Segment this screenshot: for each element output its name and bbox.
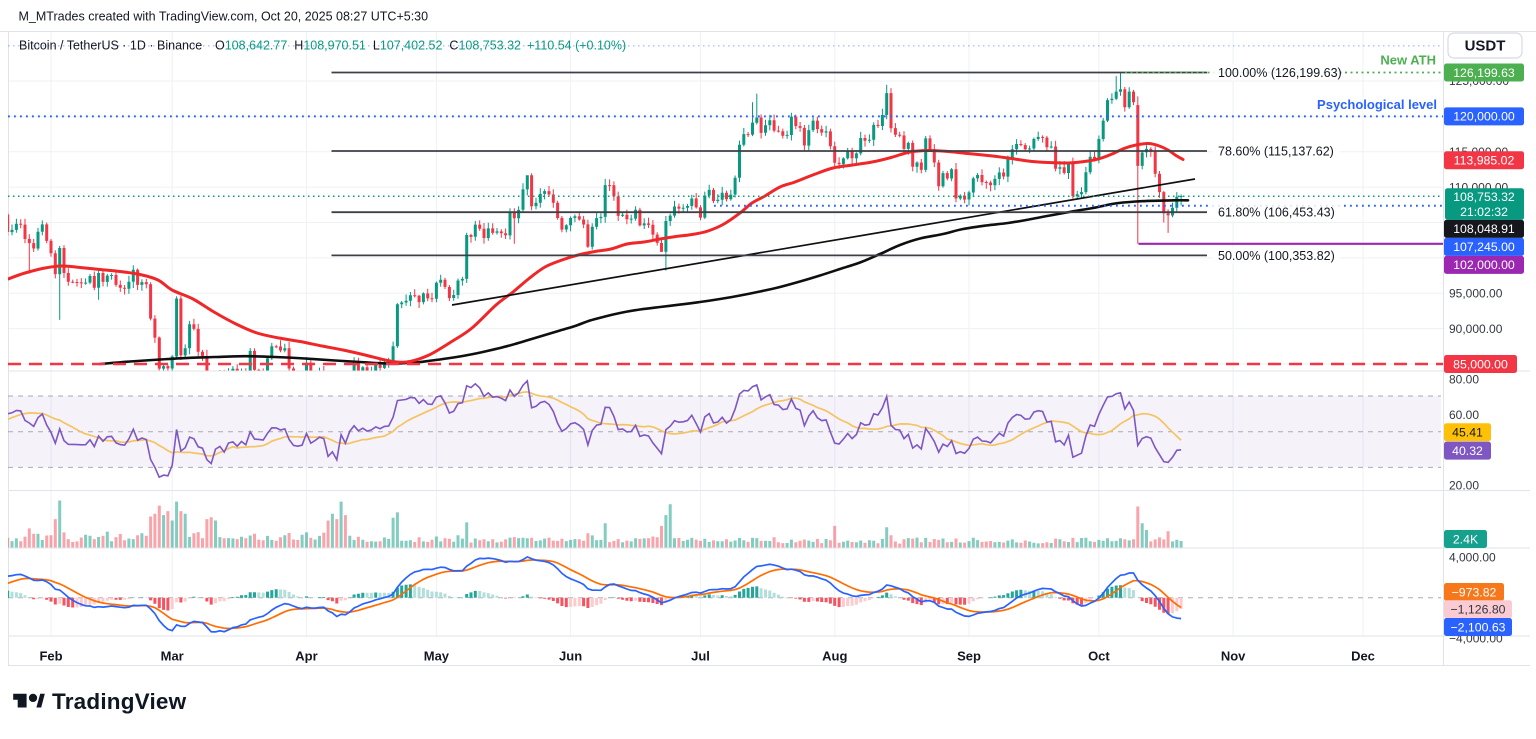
svg-text:4,000.00: 4,000.00 xyxy=(1449,551,1496,565)
svg-text:Bitcoin / TetherUS · 1D · Bina: Bitcoin / TetherUS · 1D · Binance O108,64… xyxy=(19,39,626,53)
svg-text:Jun: Jun xyxy=(559,649,582,664)
svg-text:100.00% (126,199.63): 100.00% (126,199.63) xyxy=(1218,66,1342,80)
svg-text:May: May xyxy=(424,649,450,664)
svg-text:85,000.00: 85,000.00 xyxy=(1453,357,1508,371)
svg-text:TradingView: TradingView xyxy=(52,689,187,714)
svg-text:New ATH: New ATH xyxy=(1380,53,1436,68)
svg-text:80.00: 80.00 xyxy=(1449,373,1479,387)
svg-text:40.32: 40.32 xyxy=(1452,444,1483,458)
svg-text:−2,100.63: −2,100.63 xyxy=(1450,620,1505,634)
svg-text:USDT: USDT xyxy=(1465,38,1506,55)
svg-text:95,000.00: 95,000.00 xyxy=(1449,287,1503,301)
svg-text:Psychological level: Psychological level xyxy=(1317,97,1437,112)
svg-text:126,199.63: 126,199.63 xyxy=(1453,66,1515,80)
svg-text:20.00: 20.00 xyxy=(1449,478,1479,492)
svg-text:−973.82: −973.82 xyxy=(1452,585,1497,599)
svg-text:102,000.00: 102,000.00 xyxy=(1453,258,1515,272)
svg-text:61.80% (106,453.43): 61.80% (106,453.43) xyxy=(1218,206,1335,220)
svg-text:Mar: Mar xyxy=(161,649,184,664)
svg-text:Jul: Jul xyxy=(691,649,710,664)
svg-text:M_MTrades created with Trading: M_MTrades created with TradingView.com, … xyxy=(19,10,429,24)
svg-text:78.60% (115,137.62): 78.60% (115,137.62) xyxy=(1218,145,1334,159)
svg-text:45.41: 45.41 xyxy=(1452,426,1483,440)
svg-text:90,000.00: 90,000.00 xyxy=(1449,322,1503,336)
svg-text:Aug: Aug xyxy=(822,649,847,664)
svg-text:Feb: Feb xyxy=(39,649,62,664)
svg-text:108,048.91: 108,048.91 xyxy=(1453,222,1515,236)
svg-text:Nov: Nov xyxy=(1221,649,1246,664)
svg-text:2.4K: 2.4K xyxy=(1453,532,1479,546)
svg-text:50.00% (100,353.82): 50.00% (100,353.82) xyxy=(1218,249,1335,263)
svg-text:107,245.00: 107,245.00 xyxy=(1453,240,1515,254)
svg-text:120,000.00: 120,000.00 xyxy=(1453,110,1515,124)
svg-text:108,753.32: 108,753.32 xyxy=(1453,190,1515,204)
svg-text:60.00: 60.00 xyxy=(1449,408,1479,422)
svg-text:Sep: Sep xyxy=(957,649,981,664)
svg-text:113,985.02: 113,985.02 xyxy=(1454,154,1515,168)
svg-text:21:02:32: 21:02:32 xyxy=(1460,205,1508,219)
svg-text:Dec: Dec xyxy=(1351,649,1375,664)
svg-text:Apr: Apr xyxy=(295,649,317,664)
svg-text:Oct: Oct xyxy=(1088,649,1110,664)
svg-text:−1,126.80: −1,126.80 xyxy=(1450,603,1505,617)
